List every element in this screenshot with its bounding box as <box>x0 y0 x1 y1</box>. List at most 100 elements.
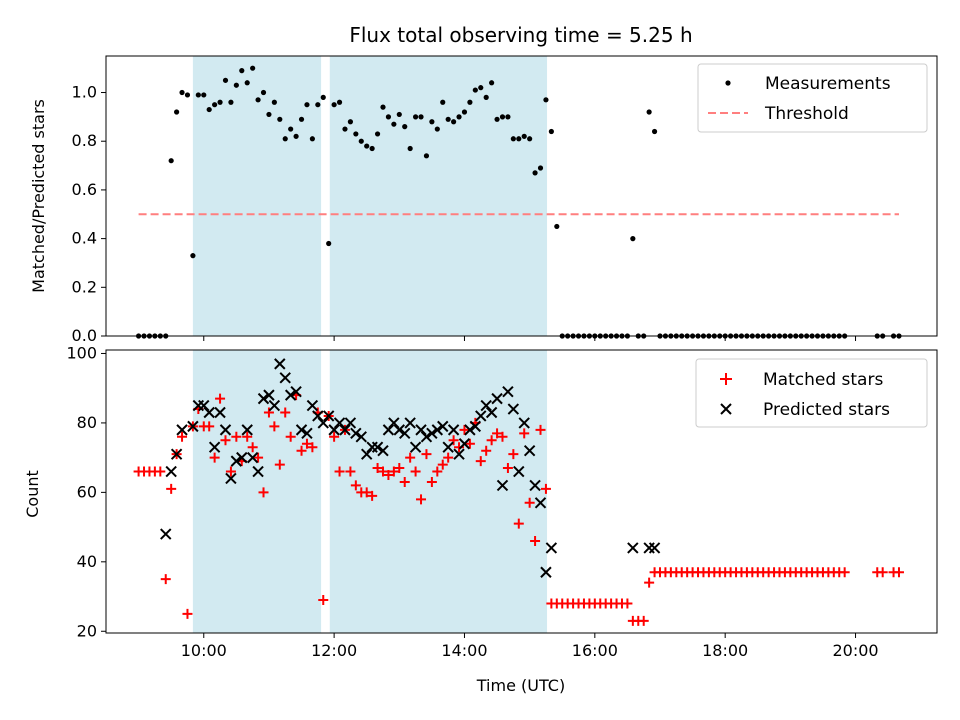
matched-star-point <box>350 480 361 491</box>
matched-star-point <box>893 567 904 578</box>
predicted-star-point <box>475 410 487 422</box>
measurement-point <box>336 99 343 105</box>
predicted-star-point <box>257 392 270 405</box>
bottom-shaded-interval-1 <box>192 350 322 633</box>
matched-star-point <box>437 459 448 470</box>
predicted-star-point <box>404 417 416 429</box>
measurement-point <box>364 143 370 149</box>
matched-star-point <box>182 608 193 619</box>
predicted-star-point <box>382 424 395 436</box>
predicted-star-point <box>426 427 438 440</box>
matched-star-point <box>519 428 530 439</box>
matched-star-point <box>410 466 421 477</box>
predicted-star-point <box>393 424 406 436</box>
measurement-point <box>510 136 516 142</box>
matched-star-point <box>155 466 166 477</box>
matched-star-point <box>839 567 850 578</box>
matched-star-point <box>263 407 274 418</box>
predicted-star-point <box>219 424 232 436</box>
matched-star-point <box>301 438 312 449</box>
x-tick-label: 18:00 <box>702 641 748 660</box>
matched-star-point <box>508 449 519 460</box>
predicted-star-point <box>246 451 259 464</box>
predicted-star-point <box>458 438 471 450</box>
measurement-point <box>217 99 223 105</box>
top-y-tick-label: 1.0 <box>72 83 97 102</box>
matched-star-point <box>644 577 655 588</box>
measurement-point <box>402 124 408 130</box>
measurement-point <box>554 223 560 230</box>
predicted-star-point <box>274 358 286 370</box>
measurement-point <box>255 97 261 103</box>
measurement-point <box>521 133 527 139</box>
matched-star-point <box>877 567 888 578</box>
matched-star-point <box>269 421 280 432</box>
predicted-star-point <box>480 399 492 412</box>
measurement-point <box>212 102 218 108</box>
matched-star-point <box>367 490 378 501</box>
matched-star-point <box>432 466 443 477</box>
bottom-legend: Matched stars Predicted stars <box>695 358 928 428</box>
measurement-point <box>271 99 277 105</box>
predicted-star-point <box>464 424 476 436</box>
predicted-star-point <box>502 385 514 398</box>
matched-star-point <box>166 483 177 494</box>
matched-star-point <box>334 466 345 477</box>
predicted-star-point <box>523 444 536 457</box>
predicted-star-point <box>518 417 530 429</box>
predicted-star-point <box>469 420 482 433</box>
predicted-star-point <box>198 399 210 412</box>
measurement-point <box>385 114 392 120</box>
measurement-point <box>630 236 636 242</box>
measurement-point <box>190 253 196 259</box>
predicted-star-point <box>453 448 465 460</box>
matched-star-point <box>426 476 437 487</box>
matched-star-point <box>388 466 399 477</box>
measurement-point <box>429 119 435 125</box>
bottom-legend-box <box>695 358 928 428</box>
predicted-star-point <box>360 448 373 460</box>
measurement-point <box>543 97 549 103</box>
matched-star-point <box>492 428 503 439</box>
measurement-point <box>380 104 386 110</box>
measurement-point <box>233 82 239 88</box>
predicted-star-point <box>301 427 313 440</box>
measurement-point <box>478 85 484 91</box>
matched-star-point <box>475 456 486 467</box>
measurement-point <box>407 145 413 152</box>
measurement-point <box>309 136 315 142</box>
measurement-point <box>304 102 310 108</box>
matched-star-point <box>318 595 329 606</box>
top-y-tick-label: 0.2 <box>72 277 97 296</box>
matched-star-point <box>405 452 416 463</box>
top-shaded-intervals <box>192 56 548 336</box>
predicted-star-point <box>176 424 188 436</box>
predicted-star-point <box>333 417 346 429</box>
measurement-point <box>499 114 506 120</box>
measurement-point <box>537 165 544 171</box>
measurement-point <box>483 94 489 100</box>
matched-star-point <box>383 470 394 481</box>
matched-star-point <box>204 421 215 432</box>
matched-star-point <box>443 452 454 463</box>
measurement-point <box>260 89 267 96</box>
x-tick-label: 12:00 <box>311 641 357 660</box>
matched-star-point <box>622 598 633 609</box>
measurement-point <box>646 109 652 115</box>
predicted-star-point <box>447 424 460 436</box>
matched-star-point <box>177 431 188 442</box>
matched-star-point <box>247 442 258 453</box>
predicted-star-point <box>230 455 243 467</box>
measurement-point <box>320 94 326 100</box>
predicted-star-point <box>241 424 253 436</box>
predicted-star-point <box>165 465 177 478</box>
matched-star-point <box>225 466 236 477</box>
matched-star-point <box>329 431 340 442</box>
top-x-ticks <box>203 336 857 341</box>
bottom-y-tick-label: 40 <box>77 552 97 571</box>
measurement-point <box>516 136 522 142</box>
matched-star-point <box>530 535 541 546</box>
top-legend-box <box>697 63 928 133</box>
measurement-point <box>206 106 212 113</box>
